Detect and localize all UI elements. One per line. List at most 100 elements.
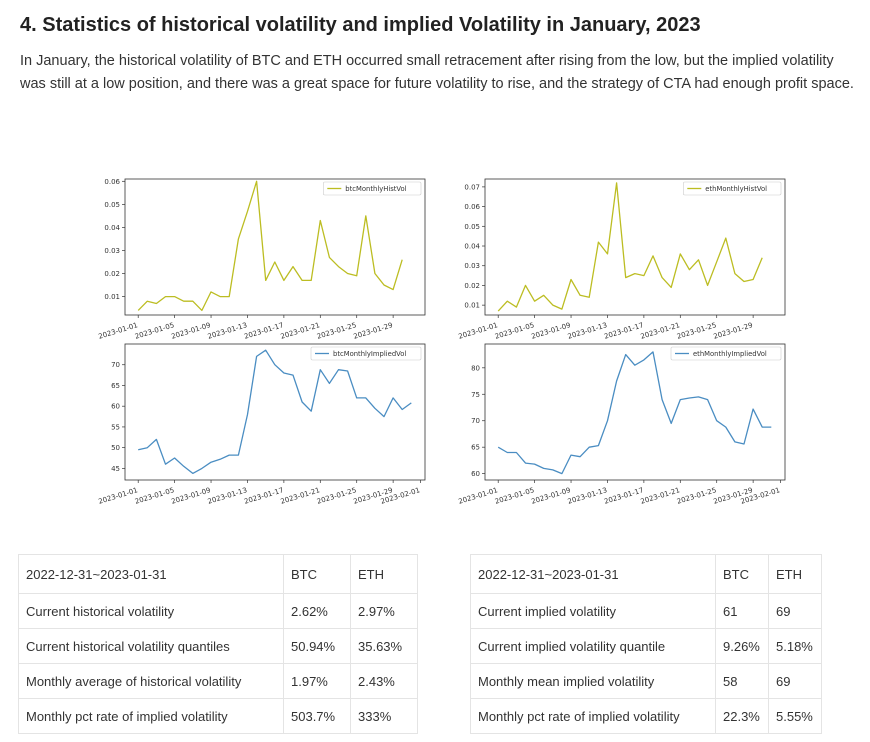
table-cell: 2.62% <box>283 593 351 629</box>
table-cell: 35.63% <box>350 628 418 664</box>
x-tick-label: 2023-01-05 <box>494 321 535 340</box>
y-tick-label: 65 <box>111 382 120 390</box>
y-tick-label: 55 <box>111 423 120 431</box>
table-cell: 61 <box>715 593 769 629</box>
legend: btcMonthlyHistVol <box>323 181 422 196</box>
eth-hist-vol-chart: 0.01 0.02 0.03 0.04 0.05 0.06 0.07 2023-01-01 20… <box>455 175 795 340</box>
table-cell: 2.97% <box>350 593 418 629</box>
table-header-cell: ETH <box>350 554 418 594</box>
x-tick-label: 2023-01-13 <box>207 321 248 340</box>
x-tick-label: 2023-01-25 <box>676 321 717 340</box>
series-line <box>497 351 772 475</box>
table-header-cell: 2022-12-31~2023-01-31 <box>470 554 716 594</box>
x-tick-label: 2023-01-01 <box>458 321 499 340</box>
y-tick-label: 0.02 <box>464 282 480 290</box>
x-tick-label: 2023-01-05 <box>134 486 175 505</box>
legend-box <box>670 346 782 361</box>
table-row: Monthly mean implied volatility 58 69 <box>470 663 822 699</box>
x-tick-label: 2023-01-17 <box>243 486 284 505</box>
table-row: Monthly pct rate of implied volatility 2… <box>470 698 822 734</box>
x-tick-label: 2023-01-09 <box>530 321 571 340</box>
x-tick-label: 2023-01-13 <box>207 486 248 505</box>
hist-vol-table: 2022-12-31~2023-01-31 BTC ETH Current hi… <box>18 554 418 734</box>
table-cell: 69 <box>768 593 822 629</box>
x-tick-label: 2023-01-25 <box>316 321 357 340</box>
x-tick-label: 2023-01-01 <box>458 486 499 505</box>
y-tick-label: 65 <box>471 444 480 452</box>
table-header-cell: BTC <box>283 554 351 594</box>
table-cell: Current historical volatility quantiles <box>18 628 284 664</box>
y-tick-label: 60 <box>111 403 120 411</box>
series-line <box>137 180 403 312</box>
table-header-row: 2022-12-31~2023-01-31 BTC ETH <box>18 554 418 594</box>
plot-frame <box>124 343 426 481</box>
table-header-row: 2022-12-31~2023-01-31 BTC ETH <box>470 554 822 594</box>
btc-hist-vol-chart: 0.01 0.02 0.03 0.04 0.05 0.06 2023-01-01 2023-0… <box>95 175 435 340</box>
x-tick-label: 2023-01-09 <box>170 321 211 340</box>
x-tick-label: 2023-01-09 <box>170 486 211 505</box>
intro-paragraph: In January, the historical volatility of… <box>20 53 854 92</box>
x-tick-label: 2023-01-01 <box>98 486 139 505</box>
legend-box <box>323 181 422 196</box>
x-tick-label: 2023-01-01 <box>98 321 139 340</box>
y-tick-label: 0.01 <box>464 302 480 310</box>
y-tick-label: 0.03 <box>464 262 480 270</box>
series-line <box>138 349 412 475</box>
table-cell: 22.3% <box>715 698 769 734</box>
x-tick-label: 2023-01-21 <box>280 321 321 340</box>
y-tick-label: 80 <box>471 364 480 372</box>
y-tick-label: 0.07 <box>464 183 480 191</box>
table-cell: Monthly pct rate of implied volatility <box>18 698 284 734</box>
table-cell: 503.7% <box>283 698 351 734</box>
table-row: Current implied volatility quantile 9.26… <box>470 628 822 664</box>
x-tick-label: 2023-01-17 <box>603 321 644 340</box>
table-cell: Monthly mean implied volatility <box>470 663 716 699</box>
y-tick-label: 0.04 <box>104 224 120 232</box>
table-cell: Monthly pct rate of implied volatility <box>470 698 716 734</box>
x-tick-label: 2023-01-17 <box>243 321 284 340</box>
y-tick-label: 0.06 <box>464 203 480 211</box>
series-line <box>497 182 763 312</box>
x-tick-label: 2023-01-05 <box>134 321 175 340</box>
y-tick-label: 0.02 <box>104 270 120 278</box>
table-cell: 50.94% <box>283 628 351 664</box>
chart-svg: 0.010.020.030.040.050.060.072023-01-0120… <box>458 178 786 340</box>
y-tick-label: 0.04 <box>464 243 480 251</box>
legend: ethMonthlyHistVol <box>683 181 782 196</box>
x-tick-label: 2023-01-13 <box>567 486 608 505</box>
y-tick-label: 50 <box>111 444 120 452</box>
plot-frame <box>484 178 786 316</box>
legend-label: ethMonthlyHistVol <box>705 185 767 193</box>
x-tick-label: 2023-01-29 <box>352 321 393 340</box>
legend: ethMonthlyImpliedVol <box>670 346 782 361</box>
plot-frame <box>484 343 786 481</box>
y-tick-label: 0.06 <box>104 178 120 186</box>
table-cell: 69 <box>768 663 822 699</box>
chart-svg: 60 65 70 75 80 2023-01-012023-01-052023-01-09… <box>458 343 786 505</box>
legend-label: ethMonthlyImpliedVol <box>693 350 767 358</box>
y-tick-label: 0.01 <box>104 293 120 301</box>
y-tick-label: 0.05 <box>464 223 480 231</box>
x-tick-label: 2023-01-05 <box>494 486 535 505</box>
x-tick-label: 2023-01-09 <box>530 486 571 505</box>
x-tick-label: 2023-01-29 <box>712 321 753 340</box>
table-cell: 333% <box>350 698 418 734</box>
plot-frame <box>124 178 426 316</box>
btc-implied-vol-chart: 45 50 55 60 65 70 2023-01-01 2023-01-05 2023-01-… <box>95 340 435 505</box>
legend: btcMonthlyImpliedVol <box>310 346 422 361</box>
table-cell: Monthly average of historical volatility <box>18 663 284 699</box>
x-tick-label: 2023-01-21 <box>640 486 681 505</box>
table-row: Monthly average of historical volatility… <box>18 663 418 699</box>
table-cell: Current implied volatility quantile <box>470 628 716 664</box>
table-header-cell: 2022-12-31~2023-01-31 <box>18 554 284 594</box>
table-cell: 9.26% <box>715 628 769 664</box>
table-cell: 2.43% <box>350 663 418 699</box>
table-cell: 58 <box>715 663 769 699</box>
section-heading: 4. Statistics of historical volatility a… <box>20 14 701 36</box>
legend-label: btcMonthlyHistVol <box>345 185 406 193</box>
legend-label: btcMonthlyImpliedVol <box>333 350 406 358</box>
eth-implied-vol-chart: 60 65 70 75 80 2023-01-01 2023-01-05 2023-01-09… <box>455 340 795 505</box>
y-tick-label: 70 <box>471 417 480 425</box>
chart-svg: 4550556065702023-01-012023-01-052023-01-… <box>98 343 426 505</box>
table-cell: 5.55% <box>768 698 822 734</box>
